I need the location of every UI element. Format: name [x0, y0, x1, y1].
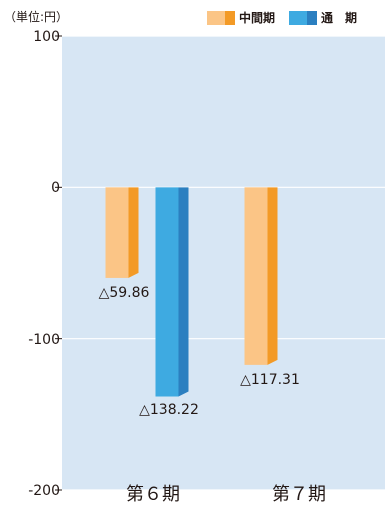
legend-item-annual: 通 期	[289, 9, 357, 26]
legend: 中間期 通 期	[207, 9, 371, 26]
y-tick-label-100: 100	[33, 29, 60, 45]
x-category-label-6: 第６期	[126, 484, 180, 505]
bar-6-interim-side	[128, 187, 139, 278]
value-label-7-interim: △117.31	[240, 372, 300, 388]
legend-swatch-interim	[207, 10, 235, 25]
value-label-6-annual: △138.22	[139, 402, 199, 418]
y-tick-label-minus-200: -200	[28, 483, 60, 499]
unit-label: （単位:円）	[4, 10, 69, 24]
legend-label-interim: 中間期	[239, 11, 276, 25]
y-tick-label-minus-100: -100	[28, 332, 60, 348]
legend-label-annual: 通 期	[321, 11, 358, 25]
bar-6-interim-front	[105, 187, 129, 278]
bar-7-interim-front	[244, 187, 268, 365]
legend-item-interim: 中間期	[207, 9, 275, 26]
legend-swatch-annual	[289, 10, 318, 25]
y-tick-label-0: 0	[51, 180, 60, 196]
bar-6-annual-side	[178, 187, 189, 397]
bar-6-annual-front	[155, 187, 179, 397]
bar-7-interim-side	[267, 187, 278, 365]
value-label-6-interim: △59.86	[98, 285, 150, 301]
x-category-label-7: 第７期	[272, 484, 326, 505]
